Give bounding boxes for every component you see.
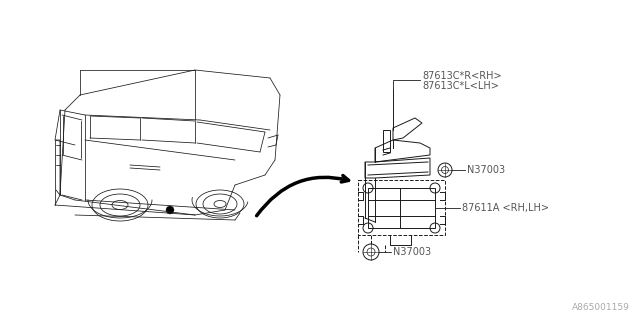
Text: N37003: N37003 (467, 165, 505, 175)
FancyArrowPatch shape (257, 175, 349, 216)
Text: N37003: N37003 (393, 247, 431, 257)
Text: 87611A <RH,LH>: 87611A <RH,LH> (462, 203, 549, 213)
Text: A865001159: A865001159 (572, 303, 630, 312)
Text: 87613C*L<LH>: 87613C*L<LH> (422, 81, 499, 91)
Circle shape (166, 206, 174, 214)
Text: 87613C*R<RH>: 87613C*R<RH> (422, 71, 502, 81)
